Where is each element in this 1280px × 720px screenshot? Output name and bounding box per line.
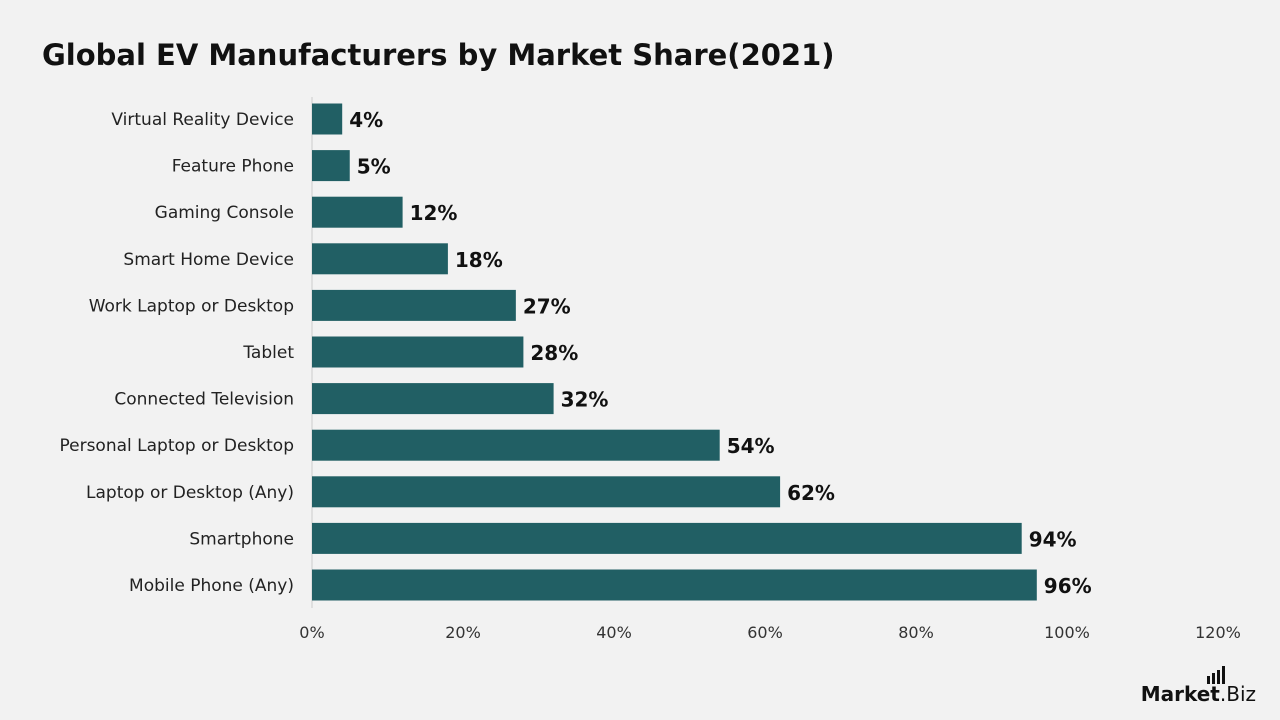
category-label: Virtual Reality Device [111,110,294,130]
brand-name-bold: Market [1140,682,1220,706]
category-label: Tablet [242,343,294,363]
x-tick-label: 80% [898,623,934,642]
category-label: Personal Laptop or Desktop [59,436,294,456]
brand-name-light: .Biz [1219,682,1256,706]
category-label: Smart Home Device [123,250,294,270]
bar [312,569,1037,601]
bar [312,476,781,508]
bar [312,336,524,368]
x-tick-label: 100% [1044,623,1090,642]
bar [312,150,350,182]
brand-bars-icon [1206,666,1225,684]
data-label: 32% [561,388,609,412]
data-label: 18% [455,248,503,272]
x-tick-label: 0% [299,623,324,642]
bar [312,243,448,275]
brand-logo: Market.Biz [1140,666,1256,706]
bar [312,429,720,461]
category-label: Mobile Phone (Any) [129,576,294,596]
category-label: Gaming Console [155,203,294,223]
data-label: 27% [523,294,571,318]
data-label: 12% [410,201,458,225]
category-label: Smartphone [189,529,294,549]
bar [312,289,516,321]
category-label: Connected Television [114,390,294,410]
category-label: Work Laptop or Desktop [89,296,294,316]
x-tick-label: 20% [445,623,481,642]
bar [312,383,554,415]
bar [312,196,403,228]
x-tick-label: 40% [596,623,632,642]
chart-title: Global EV Manufacturers by Market Share(… [42,38,835,72]
category-label: Laptop or Desktop (Any) [86,483,294,503]
data-label: 96% [1044,574,1092,598]
x-tick-label: 120% [1195,623,1241,642]
data-label: 62% [787,481,835,505]
bar [312,103,343,135]
data-label: 5% [357,155,391,179]
data-label: 4% [349,108,383,132]
data-label: 54% [727,434,775,458]
data-label: 28% [530,341,578,365]
data-label: 94% [1029,527,1077,551]
bar [312,522,1022,554]
x-tick-label: 60% [747,623,783,642]
category-label: Feature Phone [172,157,294,177]
